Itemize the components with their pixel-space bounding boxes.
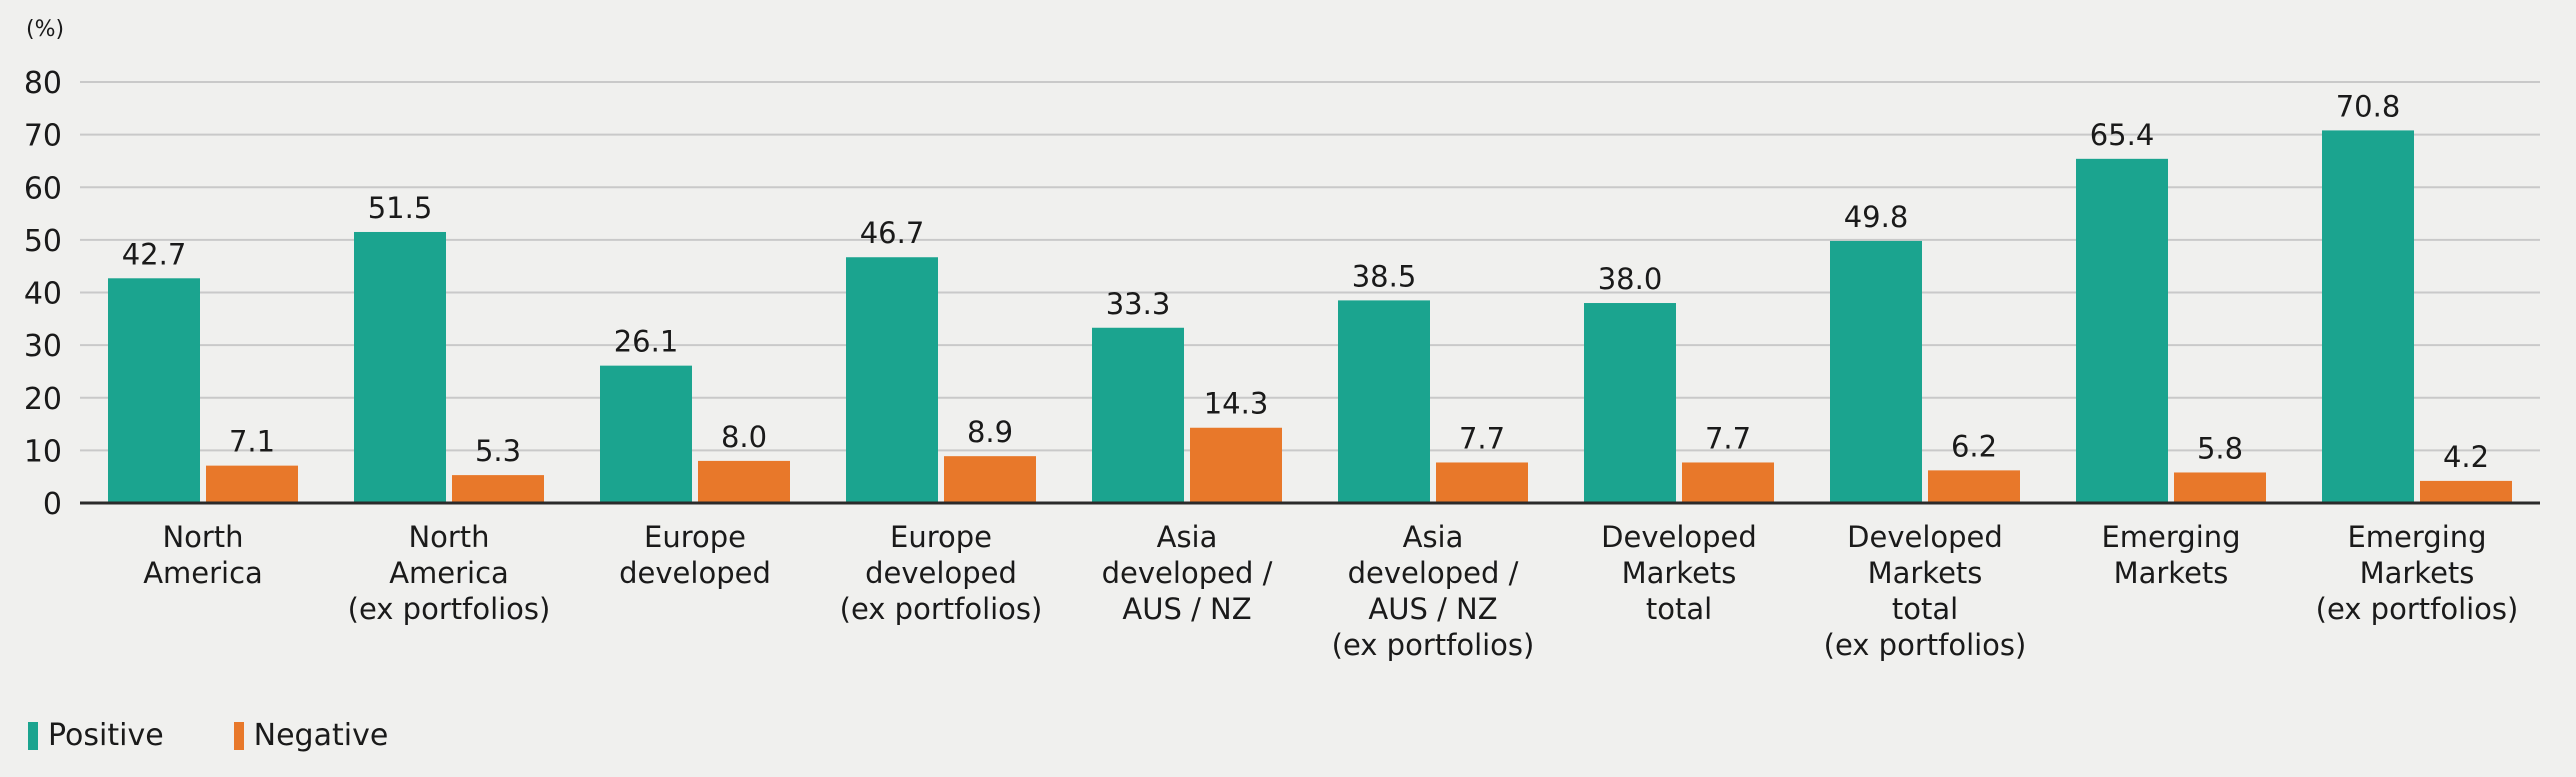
legend-item-positive: Positive [28,718,164,753]
bar-negative [2420,480,2512,503]
gridlines [80,81,2540,452]
category-labels: North America North America (ex portfolios) E… [143,520,2518,662]
bar-negative [452,475,544,503]
category-label: Europe developed (ex portfolios) [840,520,1043,626]
category-label: Developed Markets total (ex portfolios) [1824,520,2027,662]
bar-positive [1338,300,1430,503]
value-label-negative: 4.2 [2443,440,2489,474]
value-label-negative: 7.7 [1705,421,1751,455]
legend-label-negative: Negative [253,718,389,753]
bar-positive [1830,240,1922,504]
y-tick-label: 30 [24,329,62,364]
y-tick-label: 40 [24,277,62,312]
category-label: North America (ex portfolios) [348,520,551,626]
value-label-negative: 14.3 [1204,387,1269,421]
bar-positive [2076,158,2168,503]
bar-positive [600,365,692,503]
y-tick-label: 50 [24,224,62,259]
bar-positive [354,231,446,503]
legend-swatch-positive [28,721,38,750]
bar-negative [1682,462,1774,503]
value-label-positive: 49.8 [1844,200,1909,234]
legend-label-positive: Positive [48,718,164,753]
y-tick-label: 70 [24,119,62,154]
value-label-positive: 33.3 [1106,287,1171,321]
value-label-positive: 26.1 [614,325,679,359]
y-tick-label: 20 [24,382,62,417]
bar-negative [1436,462,1528,503]
y-tick-label: 60 [24,171,62,206]
bar-negative [698,460,790,503]
category-label: Europe developed [619,520,771,590]
category-label: Asia developed / AUS / NZ (ex portfolios) [1332,520,1535,662]
bar-negative [206,465,298,503]
bar-negative [1928,470,2020,503]
value-label-negative: 7.1 [229,425,275,459]
category-label: Emerging Markets (ex portfolios) [2316,520,2519,626]
category-label: Developed Markets total [1601,520,1757,626]
legend-item-negative: Negative [233,718,389,753]
bar-positive [1584,303,1676,503]
y-unit-label: (%) [26,17,64,42]
value-label-positive: 42.7 [122,237,187,271]
value-label-negative: 8.0 [721,420,767,454]
y-tick-label: 10 [24,434,62,469]
legend-swatch-negative [233,721,244,750]
y-tick-labels: 0 10 20 30 40 50 60 70 80 [24,66,62,522]
category-label: Asia developed / AUS / NZ [1102,520,1273,626]
value-label-positive: 38.5 [1352,259,1417,293]
value-label-negative: 5.3 [475,434,521,468]
legend: Positive Negative [28,718,388,753]
value-label-negative: 7.7 [1459,421,1505,455]
value-label-positive: 46.7 [860,216,925,250]
value-label-negative: 6.2 [1951,429,1997,463]
y-tick-label: 0 [43,487,62,522]
bars [108,130,2512,504]
category-label: North America [143,520,263,590]
value-label-negative: 8.9 [967,415,1013,449]
value-label-positive: 65.4 [2090,118,2155,152]
bar-positive [108,278,200,503]
bar-negative [2174,472,2266,503]
bar-negative [944,456,1036,503]
bar-positive [846,257,938,503]
value-label-positive: 51.5 [368,191,433,225]
bar-positive [2322,130,2414,504]
value-labels: 42.7 7.1 51.5 5.3 26.1 8.0 46.7 8.9 33.3 14.3 38.5… [122,89,2489,473]
bar-negative [1190,427,1282,503]
value-label-negative: 5.8 [2197,431,2243,465]
y-tick-label: 80 [24,66,62,101]
bar-positive [1092,327,1184,503]
value-label-positive: 38.0 [1598,262,1663,296]
category-label: Emerging Markets [2101,520,2240,590]
value-label-positive: 70.8 [2336,89,2401,123]
